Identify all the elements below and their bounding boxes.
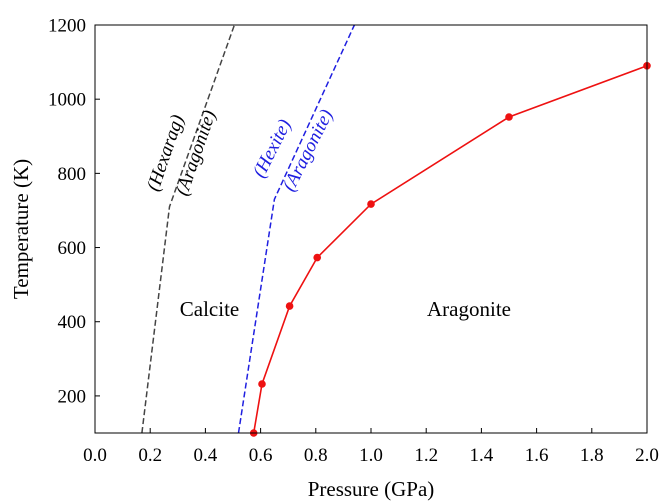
series-3-point <box>505 113 513 121</box>
series-3-point <box>258 380 266 388</box>
region-label: Calcite <box>180 297 239 321</box>
x-tick-label: 1.0 <box>359 445 383 466</box>
series-3-point <box>367 200 375 208</box>
series-3-point <box>313 254 321 262</box>
x-tick-label: 1.2 <box>414 445 438 466</box>
y-axis-title: Temperature (K) <box>9 159 33 299</box>
y-tick-label: 800 <box>58 164 87 185</box>
x-tick-label: 1.6 <box>525 445 549 466</box>
y-tick-label: 1200 <box>48 16 86 37</box>
x-tick-label: 1.4 <box>470 445 494 466</box>
region-label: Aragonite <box>427 297 511 321</box>
x-tick-label: 2.0 <box>635 445 659 466</box>
x-tick-label: 0.6 <box>249 445 273 466</box>
y-tick-label: 200 <box>58 386 87 407</box>
x-tick-label: 0.4 <box>194 445 218 466</box>
y-tick-label: 1000 <box>48 90 86 111</box>
series-3-point <box>286 302 294 310</box>
x-tick-label: 0.0 <box>83 445 107 466</box>
x-tick-label: 1.8 <box>580 445 604 466</box>
y-tick-label: 600 <box>58 238 87 259</box>
x-tick-label: 0.2 <box>138 445 162 466</box>
y-tick-label: 400 <box>58 312 87 333</box>
x-tick-label: 0.8 <box>304 445 328 466</box>
x-axis-title: Pressure (GPa) <box>308 477 435 501</box>
